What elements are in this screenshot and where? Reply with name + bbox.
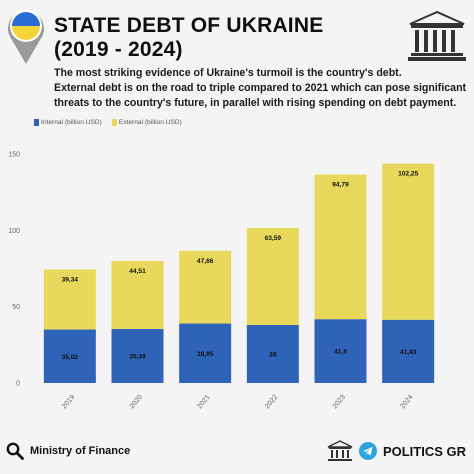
classical-building-small-icon: [327, 440, 353, 461]
y-tick-label: 150: [8, 152, 20, 159]
ukraine-flag-pin-icon: [8, 10, 44, 64]
data-label: 63,59: [265, 235, 282, 242]
data-label: 44,51: [129, 268, 146, 275]
description: The most striking evidence of Ukraine's …: [54, 66, 470, 111]
bar-external: [111, 261, 164, 329]
data-label: 41,8: [334, 349, 347, 356]
data-label: 35,39: [129, 353, 146, 360]
title-line-2: (2019 - 2024): [54, 38, 183, 61]
x-tick-label: 2021: [196, 394, 211, 411]
x-tick-label: 2024: [399, 394, 414, 411]
stacked-bar-chart: 0 50 100 150 35,02 39,34 2019 35,39 44,51 2020 38,…: [8, 152, 435, 411]
description-line-3: threats to the country's future, in para…: [54, 97, 457, 109]
bar-external: [179, 250, 232, 324]
bar-external: [43, 269, 96, 330]
bar-internal: [246, 324, 299, 383]
data-label: 41,43: [400, 349, 417, 356]
legend-label-internal: Internal (billion USD): [41, 119, 102, 126]
title-line-1: STATE DEBT OF UKRAINE: [54, 14, 324, 37]
description-line-1: The most striking evidence of Ukraine's …: [54, 67, 402, 79]
classical-building-icon: [408, 10, 466, 61]
brand-credit: POLITICS GR: [327, 440, 466, 462]
y-tick-label: 0: [16, 381, 20, 388]
data-label: 47,66: [197, 258, 214, 265]
bar-internal: [382, 319, 435, 383]
bar-internal: [43, 329, 96, 383]
y-tick-label: 50: [12, 304, 20, 311]
x-tick-label: 2022: [264, 394, 279, 411]
legend-item-external: External (billion USD): [111, 119, 182, 126]
description-line-2: External debt is on the road to triple c…: [54, 82, 467, 94]
data-label: 38: [269, 351, 277, 358]
x-tick-label: 2020: [129, 394, 144, 411]
bar-internal: [111, 328, 164, 383]
source-text: Ministry of Finance: [30, 445, 131, 457]
telegram-icon: [358, 442, 377, 460]
x-tick-label: 2023: [332, 394, 347, 411]
data-label: 38,95: [197, 351, 214, 358]
bar-internal: [179, 323, 232, 383]
search-icon: [6, 442, 24, 460]
data-label: 94,79: [332, 181, 349, 188]
legend-swatch-internal: [34, 119, 39, 126]
bar-external: [382, 163, 435, 320]
bar-internal: [314, 319, 367, 383]
y-tick-label: 100: [8, 228, 20, 235]
source-credit: Ministry of Finance: [6, 442, 130, 460]
bar-external: [246, 227, 299, 325]
data-label: 35,02: [62, 354, 79, 361]
data-label: 39,34: [62, 276, 79, 283]
data-label: 102,25: [398, 171, 419, 178]
x-tick-label: 2019: [61, 394, 76, 411]
page-title: STATE DEBT OF UKRAINE (2019 - 2024): [54, 14, 323, 62]
legend-label-external: External (billion USD): [118, 119, 182, 126]
legend-item-internal: Internal (billion USD): [34, 119, 102, 126]
brand-name: POLITICS GR: [382, 443, 466, 459]
chart-legend: Internal (billion USD) External (billion…: [34, 119, 188, 126]
bar-external: [314, 174, 367, 320]
legend-swatch-external: [111, 119, 117, 126]
